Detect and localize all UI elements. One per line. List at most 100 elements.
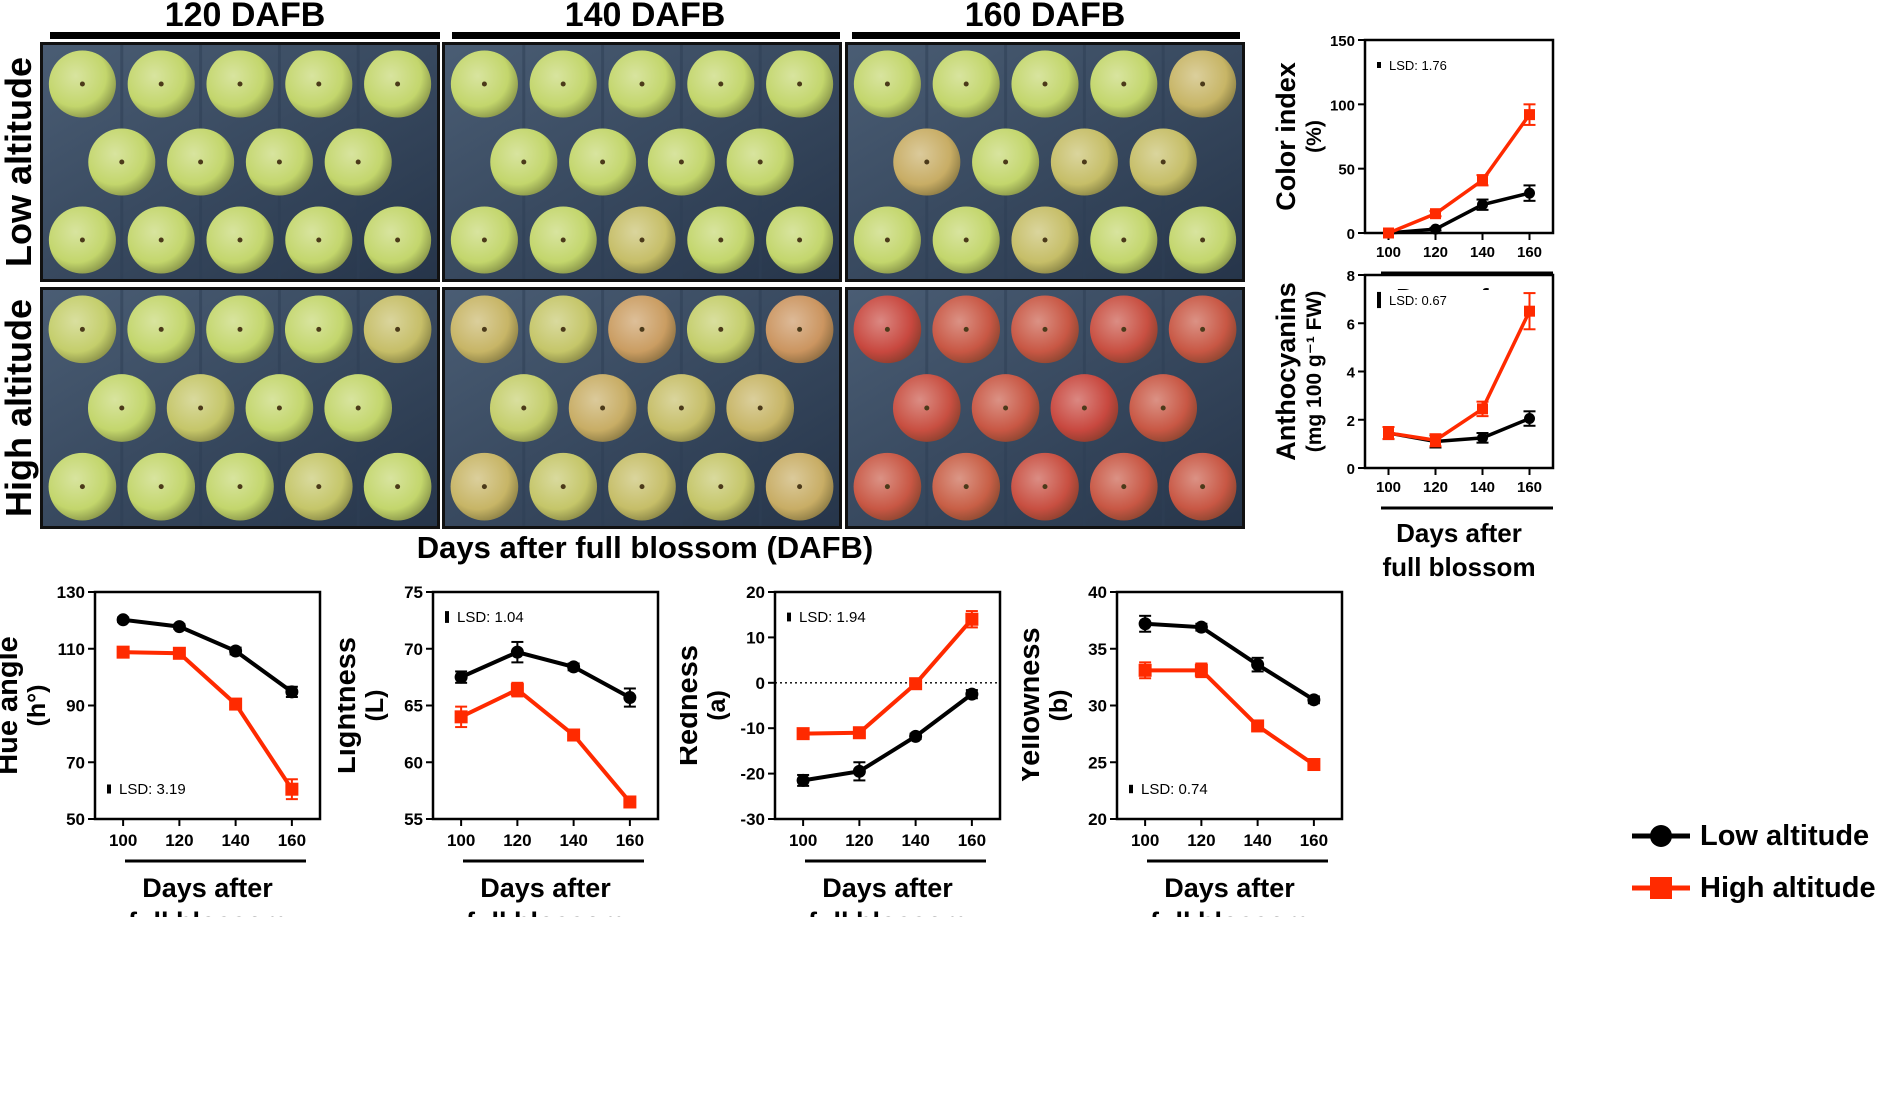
apple-calyx bbox=[276, 405, 282, 411]
apple-calyx bbox=[1003, 405, 1009, 411]
y-axis-unit: (%) bbox=[1303, 120, 1326, 153]
apple-calyx bbox=[237, 326, 243, 332]
x-tick-label: 140 bbox=[1470, 244, 1495, 261]
point-low bbox=[1477, 432, 1488, 444]
y-tick-label: 4 bbox=[1347, 365, 1356, 382]
x-tick-label: 120 bbox=[1423, 244, 1448, 261]
point-low bbox=[1524, 413, 1535, 425]
series-line-high bbox=[803, 617, 974, 736]
y-axis-unit: (b) bbox=[1045, 690, 1073, 722]
y-axis-label: Color index bbox=[1271, 62, 1301, 211]
lsd-label: LSD: 3.19 bbox=[119, 781, 186, 798]
tray-low-140 bbox=[442, 42, 842, 282]
point-low bbox=[454, 670, 468, 684]
point-low bbox=[909, 729, 923, 743]
apple-calyx bbox=[1081, 159, 1087, 165]
series-line-high bbox=[1145, 668, 1316, 767]
point-high bbox=[285, 782, 299, 796]
lsd-label: LSD: 0.67 bbox=[1389, 293, 1447, 308]
row-title-high: High altitude bbox=[0, 299, 39, 517]
y-tick-label: 25 bbox=[1088, 753, 1107, 772]
point-high bbox=[909, 677, 923, 691]
apple-calyx bbox=[1160, 405, 1166, 411]
apple-calyx bbox=[481, 484, 487, 490]
x-tick-label: 140 bbox=[901, 831, 929, 850]
apple-calyx bbox=[639, 484, 645, 490]
point-low bbox=[852, 764, 866, 778]
point-high bbox=[172, 646, 186, 660]
series-line-high bbox=[460, 687, 632, 804]
y-tick-label: 110 bbox=[58, 640, 85, 659]
x-tick-label: 160 bbox=[958, 831, 986, 850]
apple-calyx bbox=[1200, 81, 1206, 87]
apple-calyx bbox=[1003, 159, 1009, 165]
apple-calyx bbox=[1200, 237, 1206, 243]
apple-calyx bbox=[639, 326, 645, 332]
tray-high-140 bbox=[442, 287, 842, 529]
series-line-high bbox=[123, 650, 294, 791]
apple-calyx bbox=[600, 159, 606, 165]
y-tick-label: 70 bbox=[404, 640, 423, 659]
x-tick-label: 100 bbox=[447, 831, 475, 850]
column-rule-140 bbox=[452, 32, 840, 39]
row-title-low: Low altitude bbox=[0, 57, 39, 267]
apple-calyx bbox=[237, 484, 243, 490]
apple-calyx bbox=[963, 81, 969, 87]
apple-calyx bbox=[1121, 81, 1127, 87]
plot-frame bbox=[773, 590, 1002, 821]
point-high bbox=[1383, 227, 1394, 239]
apple-calyx bbox=[600, 405, 606, 411]
photo-x-caption: Days after full blossom (DAFB) bbox=[416, 530, 874, 565]
y-tick-label: 150 bbox=[1330, 33, 1355, 50]
y-tick-label: -30 bbox=[740, 810, 765, 829]
apple-calyx bbox=[355, 405, 361, 411]
lsd-label: LSD: 1.76 bbox=[1389, 58, 1447, 73]
point-low bbox=[965, 687, 979, 701]
y-tick-label: 2 bbox=[1347, 413, 1355, 430]
point-low bbox=[1430, 223, 1441, 235]
point-low bbox=[1307, 693, 1321, 707]
apple-calyx bbox=[963, 484, 969, 490]
apple-calyx bbox=[884, 81, 890, 87]
apple-calyx bbox=[639, 81, 645, 87]
y-tick-label: 55 bbox=[404, 810, 423, 829]
apple-calyx bbox=[198, 159, 204, 165]
apple-calyx bbox=[79, 484, 85, 490]
point-high bbox=[1430, 434, 1441, 446]
y-tick-label: 20 bbox=[746, 583, 765, 602]
point-high bbox=[1524, 305, 1535, 317]
y-tick-label: 30 bbox=[1088, 697, 1107, 716]
column-title-120: 120 DAFB bbox=[164, 0, 326, 34]
apple-calyx bbox=[757, 159, 763, 165]
point-low bbox=[1251, 658, 1265, 672]
apple-calyx bbox=[395, 326, 401, 332]
x-tick-label: 160 bbox=[616, 831, 644, 850]
legend-label-high: High altitude bbox=[1700, 871, 1876, 904]
apple-calyx bbox=[1121, 484, 1127, 490]
apple-calyx bbox=[481, 326, 487, 332]
point-high bbox=[510, 683, 524, 697]
point-high bbox=[1138, 663, 1152, 677]
apple-calyx bbox=[884, 484, 890, 490]
point-high bbox=[796, 727, 810, 741]
apple-calyx bbox=[1081, 405, 1087, 411]
y-tick-label: 8 bbox=[1347, 268, 1355, 285]
apple-calyx bbox=[718, 326, 724, 332]
apple-calyx bbox=[395, 237, 401, 243]
series-line-high bbox=[1388, 310, 1532, 443]
y-axis-label: Anthocyanins bbox=[1271, 282, 1301, 461]
apple-calyx bbox=[1121, 326, 1127, 332]
x-tick-label: 120 bbox=[165, 831, 193, 850]
point-high bbox=[1307, 758, 1321, 772]
chart-lightness: 55 60 65 70 75 100 120 140 160 LSD: 1.04 Lightness… bbox=[338, 583, 660, 917]
y-tick-label: 0 bbox=[1347, 461, 1355, 478]
x-tick-label: 140 bbox=[221, 831, 249, 850]
point-low bbox=[229, 644, 243, 658]
apple-calyx bbox=[481, 81, 487, 87]
apple-calyx bbox=[119, 405, 125, 411]
x-tick-label: 120 bbox=[1187, 831, 1215, 850]
x-tick-label: 160 bbox=[1300, 831, 1328, 850]
apple-calyx bbox=[521, 159, 527, 165]
point-high bbox=[1194, 663, 1208, 677]
y-tick-label: 60 bbox=[404, 753, 423, 772]
